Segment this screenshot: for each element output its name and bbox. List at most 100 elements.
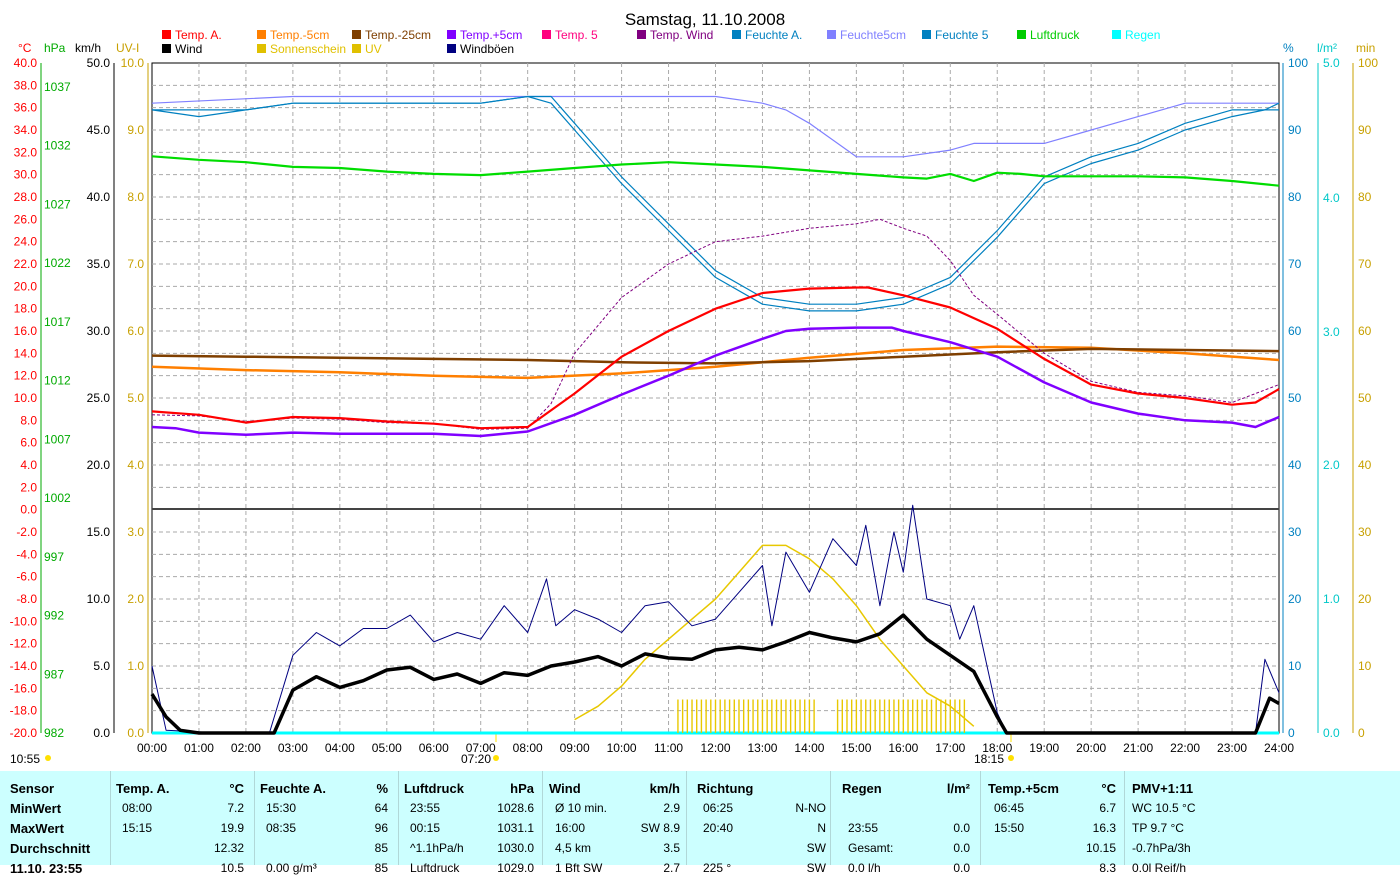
series-line-luftdruck: [151, 155, 1280, 187]
column-unit: l/m²: [946, 781, 970, 796]
row-label: MinWert: [10, 801, 62, 816]
unit-label-lm2: l/m²: [1317, 41, 1337, 55]
tick-label-celsius: 12.0: [14, 369, 38, 383]
tick-label-uvi: 5.0: [127, 391, 144, 405]
legend-label: Wind: [175, 42, 202, 56]
tick-label-min: 100: [1358, 56, 1378, 70]
stat-value: 19.9: [220, 821, 244, 835]
stat-value: -0.7hPa/3h: [1132, 841, 1191, 855]
tick-label-celsius: -6.0: [16, 570, 37, 584]
stat-value: 8.3: [1099, 861, 1116, 875]
legend-label: Temp.+5cm: [460, 28, 522, 42]
tick-label-kmh: 45.0: [87, 123, 111, 137]
tick-label-x: 11:00: [654, 741, 683, 755]
tick-label-x: 12:00: [700, 741, 730, 755]
legend-label: Feuchte 5: [935, 28, 989, 42]
tick-label-x: 16:00: [888, 741, 918, 755]
tick-label-x: 18:00: [982, 741, 1012, 755]
unit-label-uvi: UV-I: [116, 41, 139, 55]
tick-label-hpa: 1002: [44, 491, 71, 505]
weather-chart: °C hPa km/h UV-I% l/m² min 40.0 38.0 36.0 34.0 32.…: [10, 10, 1379, 766]
corner-sun-marker: [45, 755, 51, 761]
stat-value: 0.0: [953, 821, 970, 835]
stat-value: 10.15: [1085, 841, 1116, 855]
tick-label-uvi: 9.0: [127, 123, 144, 137]
tick-label-x: 23:00: [1217, 741, 1247, 755]
legend-label: Temp. A.: [175, 28, 222, 42]
tick-label-celsius: 10.0: [14, 391, 38, 405]
tick-label-pct: 90: [1288, 123, 1302, 137]
tick-label-min: 60: [1358, 324, 1372, 338]
legend-swatch: [162, 44, 171, 53]
tick-label-celsius: 22.0: [14, 257, 38, 271]
stat-time: 23:55: [848, 821, 879, 835]
tick-label-lm2: 2.0: [1323, 458, 1340, 472]
legend-label: UV: [365, 42, 382, 56]
legend-swatch: [162, 30, 171, 39]
tick-label-uvi-bottom: 3.0: [127, 525, 144, 539]
tick-label-celsius: 28.0: [14, 190, 38, 204]
column-unit: °C: [1101, 781, 1116, 796]
tick-label-celsius: 30.0: [14, 168, 38, 182]
tick-label-pct: 60: [1288, 324, 1302, 338]
tick-label-celsius: -10.0: [10, 614, 38, 628]
tick-label-celsius: 26.0: [14, 212, 38, 226]
tick-label-hpa: 1037: [44, 80, 71, 94]
tick-label-hpa: 987: [44, 667, 64, 681]
tick-label-lm2: 5.0: [1323, 56, 1340, 70]
tick-label-kmh: 40.0: [87, 190, 111, 204]
stat-time: 23:55: [410, 801, 441, 815]
tick-label-pct-bottom: 30: [1288, 525, 1302, 539]
tick-label-lm2: 3.0: [1323, 325, 1340, 339]
stat-value: 64: [374, 801, 388, 815]
stat-value: WC 10.5 °C: [1132, 801, 1196, 815]
tick-label-min: 0: [1358, 726, 1365, 740]
stat-value: 7.2: [227, 801, 244, 815]
tick-label-x: 05:00: [372, 741, 402, 755]
stat-value: 0.0: [953, 841, 970, 855]
tick-label-hpa: 1032: [44, 139, 71, 153]
unit-label-kmh: km/h: [75, 41, 101, 55]
series-line-wind: [150, 613, 1280, 735]
tick-label-kmh: 20.0: [87, 458, 111, 472]
column-separator: [830, 771, 831, 865]
stat-value: 85: [374, 841, 388, 855]
tick-label-celsius: 14.0: [14, 346, 38, 360]
tick-label-uvi: 6.0: [127, 324, 144, 338]
tick-label-x: 17:00: [935, 741, 965, 755]
tick-label-x: 22:00: [1170, 741, 1200, 755]
tick-label-celsius: -14.0: [10, 659, 38, 673]
stat-value: 0.0l Reif/h: [1132, 861, 1187, 875]
column-separator: [110, 771, 111, 865]
column-header: Luftdruck: [404, 781, 464, 796]
chart-title: Samstag, 11.10.2008: [625, 10, 785, 29]
tick-label-lm2-bottom: 0.0: [1323, 726, 1340, 740]
tick-label-celsius: 0.0: [20, 503, 37, 517]
tick-label-min: 20: [1358, 592, 1372, 606]
tick-label-uvi-bottom: 1.0: [127, 659, 144, 673]
tick-label-kmh-bottom: 15.0: [87, 525, 111, 539]
tick-label-min: 70: [1358, 257, 1372, 271]
sunset-marker: [1008, 755, 1014, 761]
tick-label-hpa: 1007: [44, 432, 71, 446]
chart-series: [150, 95, 1280, 735]
series-line-temp-a-: [151, 286, 1280, 430]
legend-label: Temp. 5: [555, 28, 598, 42]
column-unit: hPa: [510, 781, 534, 796]
legend-label: Temp.-5cm: [270, 28, 329, 42]
tick-label-uvi: 8.0: [127, 190, 144, 204]
tick-label-kmh: 35.0: [87, 257, 111, 271]
tick-label-pct: 70: [1288, 257, 1302, 271]
column-header: PMV+1:11: [1132, 781, 1194, 796]
tick-label-celsius: 38.0: [14, 78, 38, 92]
tick-label-hpa: 997: [44, 550, 64, 564]
legend-label: Feuchte5cm: [840, 28, 906, 42]
tick-label-x: 10:00: [607, 741, 637, 755]
tick-label-celsius: 2.0: [20, 480, 37, 494]
tick-label-kmh-bottom: 5.0: [93, 659, 110, 673]
legend-swatch: [922, 30, 931, 39]
stat-value: 6.7: [1099, 801, 1116, 815]
column-unit: %: [376, 781, 388, 796]
tick-label-celsius: 36.0: [14, 101, 38, 115]
stat-time: ^1.1hPa/h: [410, 841, 464, 855]
